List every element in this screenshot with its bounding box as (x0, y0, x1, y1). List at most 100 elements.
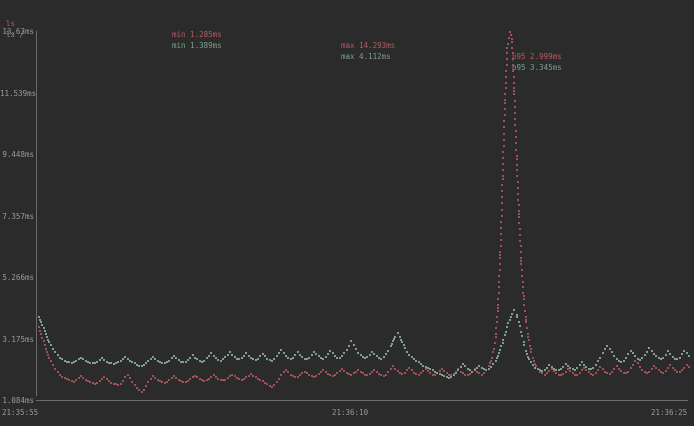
series-point (672, 367, 674, 369)
series-point (514, 106, 516, 108)
series-point (534, 363, 536, 365)
series-point (510, 316, 512, 318)
series-point (175, 377, 177, 379)
series-point (676, 371, 678, 373)
series-point (175, 357, 177, 359)
series-point (94, 362, 96, 364)
series-point (462, 372, 464, 374)
series-point (364, 374, 366, 376)
series-point (320, 357, 322, 359)
series-point (676, 358, 678, 360)
series-point (313, 351, 315, 353)
series-point (514, 124, 516, 126)
series-point (526, 327, 528, 329)
series-point (415, 360, 417, 362)
series-point (523, 298, 525, 300)
series-point (210, 352, 212, 354)
series-point (669, 364, 671, 366)
series-point (147, 381, 149, 383)
series-point (625, 372, 627, 374)
series-point (57, 354, 59, 356)
legend-row-ls: ls min 1.285ms max 14.293ms p95 2.999ms (0, 7, 694, 61)
series-point (131, 361, 133, 363)
series-point (41, 324, 43, 326)
series-point (511, 41, 513, 43)
series-point (229, 351, 231, 353)
series-point (322, 358, 324, 360)
series-point (425, 368, 427, 370)
series-point (61, 376, 63, 378)
series-point (185, 361, 187, 363)
series-point (229, 375, 231, 377)
series-point (497, 307, 499, 309)
series-point (47, 339, 49, 341)
series-point (99, 380, 101, 382)
series-point (113, 363, 115, 365)
series-point (505, 331, 507, 333)
series-point (588, 371, 590, 373)
series-point (597, 360, 599, 362)
series-point (632, 352, 634, 354)
series-point (129, 377, 131, 379)
series-point (411, 356, 413, 358)
series-point (504, 102, 506, 104)
legend-series-name-0: ls (6, 19, 16, 28)
series-point (574, 374, 576, 376)
series-point (75, 360, 77, 362)
series-point (623, 360, 625, 362)
series-point (604, 348, 606, 350)
series-point (602, 368, 604, 370)
series-point (255, 376, 257, 378)
series-point (425, 366, 427, 368)
series-point (497, 355, 499, 357)
series-point (227, 354, 229, 356)
series-point (516, 155, 518, 157)
series-point (113, 383, 115, 385)
x-tick-1: 21:36:10 (332, 408, 369, 417)
series-point (613, 355, 615, 357)
series-point (576, 367, 578, 369)
series-point (43, 340, 45, 342)
series-point (551, 366, 553, 368)
series-point (518, 213, 520, 215)
series-point (618, 360, 620, 362)
series-point (182, 381, 184, 383)
series-point (59, 374, 61, 376)
series-point (567, 365, 569, 367)
series-point (616, 365, 618, 367)
series-point (688, 366, 690, 368)
series-point (357, 369, 359, 371)
series-point (134, 384, 136, 386)
series-point (555, 372, 557, 374)
series-point (569, 367, 571, 369)
series-point (266, 383, 268, 385)
series-point (394, 368, 396, 370)
series-point (215, 376, 217, 378)
series-point (555, 369, 557, 371)
legend-series-name-1: ls / (6, 30, 25, 39)
series-point (271, 360, 273, 362)
series-point (446, 372, 448, 374)
series-point (572, 368, 574, 370)
series-point (64, 377, 66, 379)
series-point (366, 356, 368, 358)
series-point (503, 126, 505, 128)
x-tick-0: 21:35:55 (2, 408, 39, 417)
series-point (490, 360, 492, 362)
series-point (61, 358, 63, 360)
series-point (502, 169, 504, 171)
series-point (453, 374, 455, 376)
series-point (159, 361, 161, 363)
series-point (467, 374, 469, 376)
series-point (408, 367, 410, 369)
series-point (516, 164, 518, 166)
series-point (168, 379, 170, 381)
series-point (299, 354, 301, 356)
series-point (502, 163, 504, 165)
series-point (273, 384, 275, 386)
series-point (446, 376, 448, 378)
series-point (521, 335, 523, 337)
series-point (404, 347, 406, 349)
series-point (257, 378, 259, 380)
series-point (525, 321, 527, 323)
